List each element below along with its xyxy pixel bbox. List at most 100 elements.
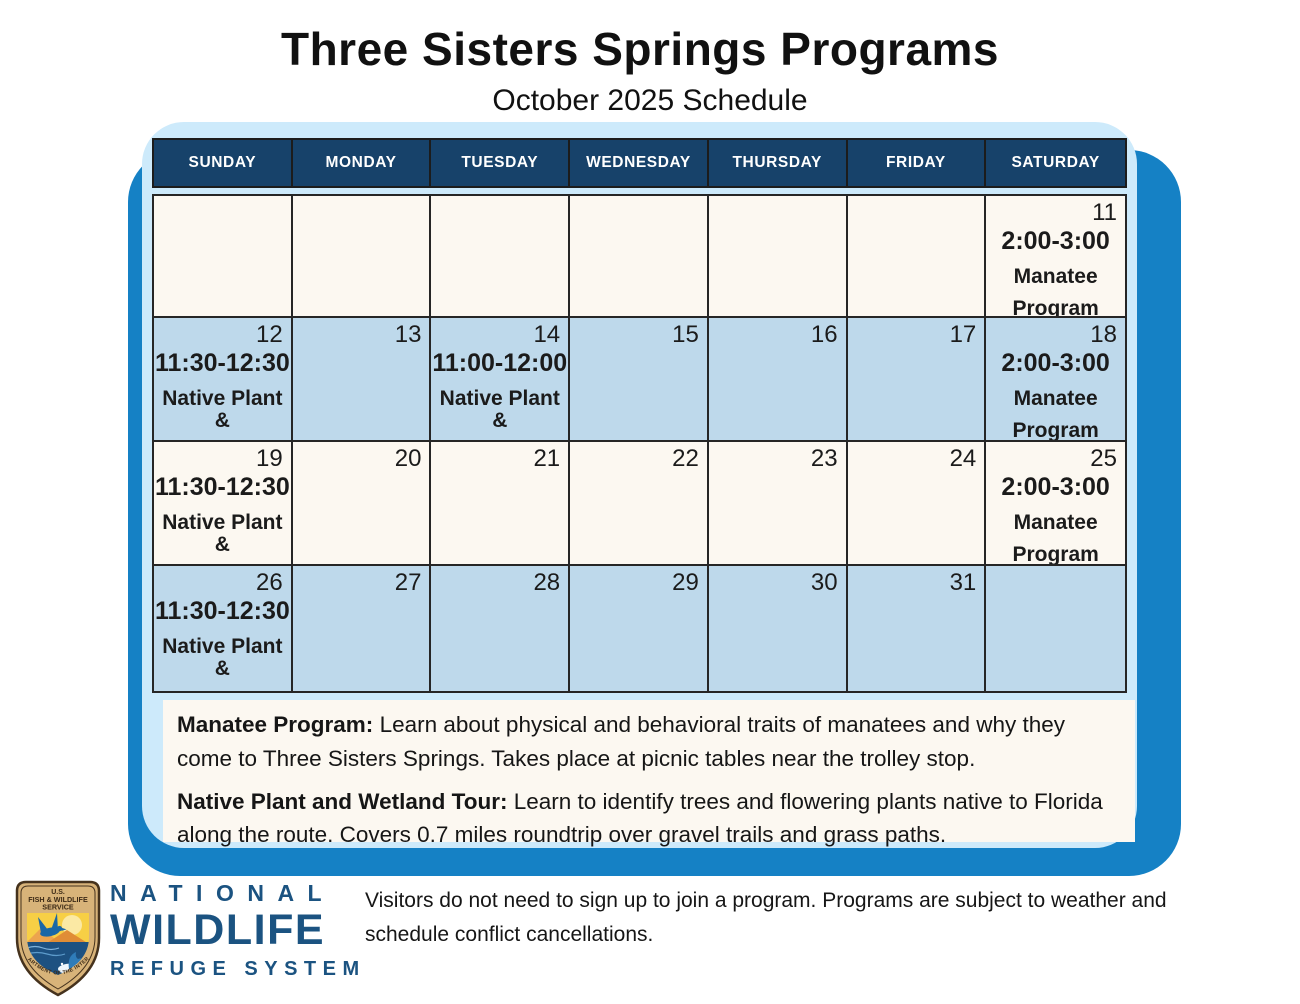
cell-date: 18 bbox=[1090, 321, 1117, 348]
program-description-tour: Native Plant and Wetland Tour: Learn to … bbox=[177, 785, 1121, 853]
calendar-cell: 21 bbox=[431, 442, 571, 566]
cell-date: 23 bbox=[810, 445, 838, 472]
calendar-cell bbox=[431, 196, 571, 318]
calendar-cell: 24 bbox=[847, 442, 987, 566]
cell-date: 25 bbox=[1090, 445, 1117, 472]
duck-icon bbox=[38, 913, 67, 937]
cell-date: 22 bbox=[672, 445, 699, 472]
cell-program-line: Manatee bbox=[1013, 510, 1098, 534]
day-header-wednesday: WEDNESDAY bbox=[570, 140, 709, 186]
calendar-day-header-row: SUNDAY MONDAY TUESDAY WEDNESDAY THURSDAY… bbox=[152, 138, 1127, 188]
day-header-thursday: THURSDAY bbox=[709, 140, 848, 186]
cell-program-line: Program bbox=[1012, 296, 1099, 318]
program-description-text: Learn to identify trees and flowering pl… bbox=[177, 788, 1103, 848]
calendar-cell: 28 bbox=[431, 566, 571, 691]
cell-time: 11:30-12:30 bbox=[154, 349, 290, 377]
calendar-cell: 13 bbox=[292, 318, 432, 442]
program-description-label: Native Plant and Wetland Tour: bbox=[177, 788, 508, 814]
calendar-cell: 22 bbox=[570, 442, 709, 566]
cell-program-line: Manatee bbox=[1013, 264, 1098, 288]
cell-date: 21 bbox=[533, 445, 561, 472]
cell-date: 26 bbox=[256, 569, 283, 596]
calendar-grid: 11 2:00-3:00 Manatee Program 12 11:30-12:30 Na… bbox=[152, 194, 1127, 693]
cell-date bbox=[293, 196, 430, 227]
calendar-cell: 25 2:00-3:00 Manatee Program bbox=[986, 442, 1125, 566]
cell-program-line: Native Plant & bbox=[162, 510, 283, 556]
day-header-tuesday: TUESDAY bbox=[431, 140, 571, 186]
cell-program-line: Wetland Tour bbox=[154, 689, 291, 691]
cell-date: 27 bbox=[394, 569, 422, 596]
page-title: Three Sisters Springs Programs bbox=[280, 23, 1000, 75]
calendar-cell: 15 bbox=[570, 318, 709, 442]
cell-time: 11:00-12:00 bbox=[432, 349, 568, 377]
cell-date bbox=[431, 196, 568, 227]
program-description-manatee: Manatee Program: Learn about physical an… bbox=[177, 708, 1121, 776]
cell-date: 17 bbox=[949, 321, 977, 348]
calendar-cell bbox=[570, 196, 709, 318]
logo-text-fish-wildlife: FISH & WILDLIFE bbox=[28, 895, 88, 904]
cell-date: 24 bbox=[949, 445, 977, 472]
cell-date: 28 bbox=[533, 569, 561, 596]
calendar-cell: 16 bbox=[708, 318, 848, 442]
day-header-sunday: SUNDAY bbox=[154, 140, 293, 186]
cell-time: 11:30-12:30 bbox=[154, 473, 290, 501]
wordmark-wildlife: WILDLIFE bbox=[110, 906, 326, 954]
wordmark-refuge-system: REFUGE SYSTEM bbox=[110, 958, 366, 981]
calendar-cell: 18 2:00-3:00 Manatee Program bbox=[986, 318, 1125, 442]
cell-date: 13 bbox=[394, 321, 422, 348]
cell-time: 2:00-3:00 bbox=[1001, 473, 1110, 501]
day-header-saturday: SATURDAY bbox=[1011, 154, 1100, 171]
calendar-cell bbox=[847, 196, 987, 318]
cell-date: 12 bbox=[256, 321, 283, 348]
logo-text-service: SERVICE bbox=[42, 903, 74, 912]
cell-time: 11:30-12:30 bbox=[154, 597, 290, 625]
cell-time: 2:00-3:00 bbox=[1001, 227, 1110, 255]
cell-time: 2:00-3:00 bbox=[1001, 349, 1110, 377]
cell-date bbox=[986, 566, 1125, 597]
calendar-cell bbox=[292, 196, 432, 318]
calendar-cell bbox=[154, 196, 293, 318]
cell-date: 15 bbox=[672, 321, 699, 348]
program-descriptions: Manatee Program: Learn about physical an… bbox=[163, 700, 1135, 847]
wordmark-national: NATIONAL bbox=[110, 880, 336, 906]
cell-program-line: Program bbox=[1012, 542, 1099, 566]
cell-date: 31 bbox=[949, 569, 977, 596]
calendar-cell: 23 bbox=[708, 442, 848, 566]
cell-date: 14 bbox=[533, 321, 561, 348]
page-subtitle: October 2025 Schedule bbox=[492, 84, 808, 117]
calendar-cell: 29 bbox=[570, 566, 709, 691]
cell-program-line: Native Plant & bbox=[439, 386, 560, 432]
program-description-label: Manatee Program: bbox=[177, 712, 374, 737]
cell-program-line: Native Plant & bbox=[162, 634, 283, 680]
cell-date bbox=[570, 196, 707, 227]
cell-date bbox=[848, 196, 985, 227]
calendar-cell: 27 bbox=[292, 566, 432, 691]
cell-date: 30 bbox=[810, 569, 838, 596]
calendar-cell: 30 bbox=[708, 566, 848, 691]
calendar-cell bbox=[708, 196, 848, 318]
program-description-text: Learn about physical and behavioral trai… bbox=[177, 712, 1066, 771]
day-header-friday: FRIDAY bbox=[848, 140, 987, 186]
cell-date: 11 bbox=[1092, 199, 1117, 226]
cell-date: 20 bbox=[394, 445, 422, 472]
cell-date bbox=[709, 196, 846, 227]
cell-program-line: Program bbox=[1012, 418, 1099, 442]
disclaimer-text: Visitors do not need to sign up to join … bbox=[365, 889, 1167, 946]
cell-date bbox=[154, 196, 291, 227]
calendar-card: SUNDAY MONDAY TUESDAY WEDNESDAY THURSDAY… bbox=[142, 122, 1137, 848]
fish-icon bbox=[68, 952, 84, 970]
calendar-panel: SUNDAY MONDAY TUESDAY WEDNESDAY THURSDAY… bbox=[128, 122, 1181, 876]
day-header-monday: MONDAY bbox=[293, 140, 432, 186]
cell-date: 19 bbox=[256, 445, 283, 472]
cell-date: 16 bbox=[810, 321, 838, 348]
cell-program-line: Native Plant & bbox=[162, 386, 283, 432]
usfws-shield-logo-icon: U.S. FISH & WILDLIFE SERVICE DEPART bbox=[14, 880, 101, 997]
cell-program-line: Manatee bbox=[1013, 386, 1098, 410]
calendar-cell: 31 bbox=[847, 566, 987, 691]
nwrs-wordmark: NATIONAL WILDLIFE REFUGE SYSTEM bbox=[110, 880, 366, 981]
